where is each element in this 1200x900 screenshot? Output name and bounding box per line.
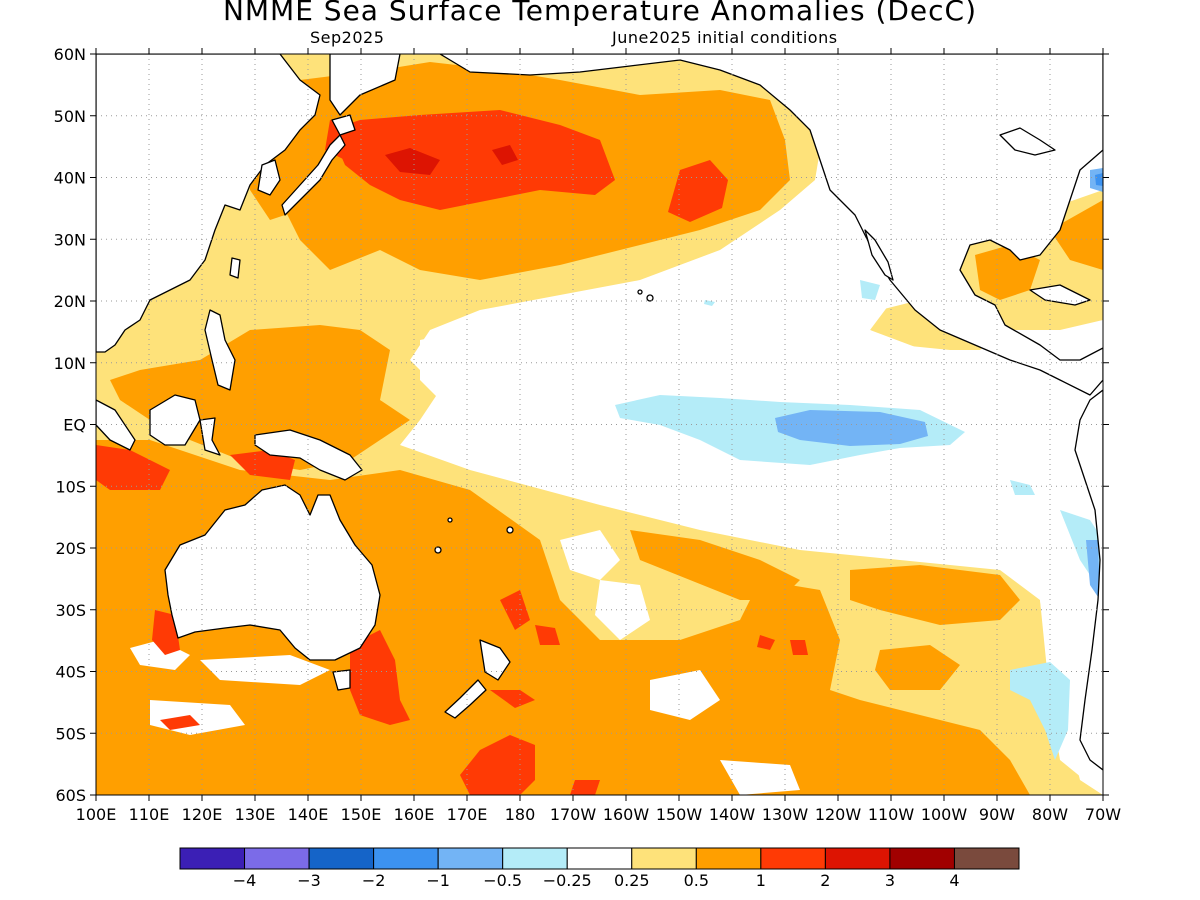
australia-coastline	[164, 484, 381, 661]
colorbar-swatch	[179, 847, 246, 870]
lon-label: 70W	[1085, 805, 1121, 824]
colorbar-swatch	[760, 847, 826, 870]
lon-label: 170W	[550, 805, 597, 824]
lat-label: 30N	[54, 230, 86, 249]
coastlines	[96, 54, 1103, 771]
philippines-coastline	[204, 309, 236, 391]
colorbar-swatch	[373, 847, 439, 870]
colorbar-swatch	[953, 847, 1020, 870]
colorbar-label: 0.25	[614, 871, 650, 890]
cuba-coastline	[1029, 284, 1091, 306]
great-lakes-outline	[999, 127, 1056, 156]
lon-label: 150E	[341, 805, 382, 824]
sulawesi-coastline	[199, 417, 221, 456]
south-america-coastline	[1074, 389, 1103, 771]
fiji-island	[506, 526, 514, 534]
colorbar-label: −0.5	[483, 871, 522, 890]
blue-regions	[1095, 173, 1103, 186]
lon-label: 140W	[709, 805, 756, 824]
colorbar-swatch	[308, 847, 375, 870]
lon-label: 110W	[868, 805, 915, 824]
lat-label: 30S	[55, 601, 86, 620]
new-guinea-coastline	[254, 429, 363, 481]
colorbar-swatch	[437, 847, 504, 870]
lat-label: 50N	[54, 107, 86, 126]
colorbar-swatch	[631, 847, 697, 870]
lon-label: 110E	[129, 805, 170, 824]
hawaii-island	[646, 294, 654, 302]
colorbar-label: −1	[426, 871, 450, 890]
lon-label: 130W	[762, 805, 809, 824]
red-orange-regions	[96, 110, 808, 795]
north-america-coastline	[439, 54, 1103, 396]
map-title: NMME Sea Surface Temperature Anomalies (…	[222, 0, 978, 27]
new-zealand-coastline	[479, 639, 511, 681]
colorbar	[179, 847, 1020, 870]
longitude-labels: 100E 110E 120E 130E 140E 150E 160E 170E 180 170W 1…	[76, 805, 1122, 824]
hokkaido-coastline	[331, 114, 356, 136]
korea-coastline	[257, 159, 281, 196]
lat-label: 40S	[55, 663, 86, 682]
latitude-labels: 60N 50N 40N 30N 20N 10N EQ 10S 20S 30S 40S 50S 60S	[54, 45, 86, 805]
borneo-coastline	[149, 394, 201, 446]
tasmania-coastline	[332, 669, 351, 691]
vanuatu-island	[447, 517, 453, 523]
colorbar-label: −4	[233, 871, 257, 890]
colorbar-label: 2	[820, 871, 830, 890]
baja-california-coastline	[864, 229, 894, 281]
colorbar-labels: −4 −3 −2 −1 −0.5 −0.25 0.25 0.5 1 2 3 4	[233, 871, 960, 890]
lat-label: 10S	[55, 477, 86, 496]
new-caledonia-island	[434, 546, 442, 554]
lat-label: 40N	[54, 169, 86, 188]
colorbar-swatch	[566, 847, 633, 870]
lon-label: 180	[505, 805, 536, 824]
lon-label: 160W	[603, 805, 650, 824]
red-regions	[385, 145, 518, 175]
initial-conditions: June2025 initial conditions	[612, 28, 838, 47]
colorbar-swatch	[244, 847, 310, 870]
lon-label: 150W	[656, 805, 703, 824]
lat-label: 20N	[54, 292, 86, 311]
colorbar-label: −2	[362, 871, 386, 890]
colorbar-label: −3	[297, 871, 321, 890]
taiwan-coastline	[229, 257, 241, 279]
new-zealand-south-coastline	[444, 679, 487, 719]
asia-coastline	[96, 54, 321, 353]
sumatra-coastline	[96, 399, 136, 451]
lat-label: 50S	[55, 724, 86, 743]
lon-label: 100E	[76, 805, 117, 824]
lon-label: 120W	[815, 805, 862, 824]
lat-label: EQ	[63, 416, 86, 435]
colorbar-swatch	[502, 847, 568, 870]
lon-label: 120E	[182, 805, 223, 824]
lat-label: 20S	[55, 539, 86, 558]
lat-label: 60S	[55, 786, 86, 805]
lon-label: 160E	[394, 805, 435, 824]
colorbar-swatch	[824, 847, 891, 870]
lon-label: 90W	[979, 805, 1015, 824]
lon-label: 130E	[235, 805, 276, 824]
colorbar-label: −0.25	[543, 871, 592, 890]
colorbar-swatch	[695, 847, 762, 870]
lat-label: 60N	[54, 45, 86, 64]
lon-label: 140E	[288, 805, 329, 824]
hawaii-island-2	[637, 289, 643, 295]
colorbar-swatch	[889, 847, 955, 870]
lon-label: 100W	[921, 805, 968, 824]
colorbar-label: 3	[885, 871, 895, 890]
graticule	[96, 54, 1103, 795]
colorbar-label: 4	[949, 871, 959, 890]
kamchatka-coastline	[329, 54, 401, 116]
axis-ticks	[90, 48, 1109, 801]
lat-label: 10N	[54, 354, 86, 373]
lon-label: 170E	[447, 805, 488, 824]
lon-label: 80W	[1032, 805, 1068, 824]
colorbar-label: 1	[756, 871, 766, 890]
forecast-month: Sep2025	[310, 28, 385, 47]
colorbar-label: 0.5	[684, 871, 709, 890]
